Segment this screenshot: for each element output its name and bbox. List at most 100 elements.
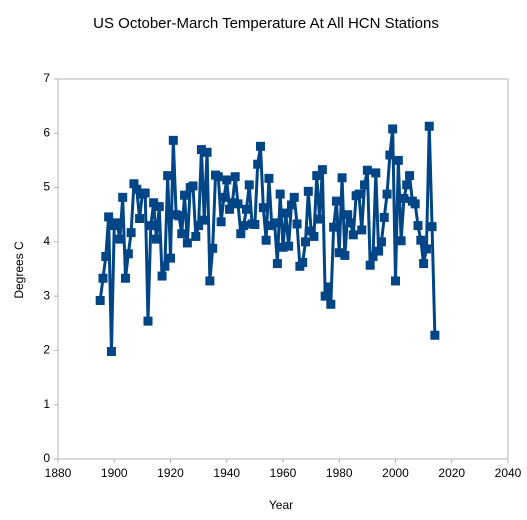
x-tick-label: 1940 xyxy=(213,466,240,480)
marker xyxy=(143,316,153,326)
marker xyxy=(323,282,333,292)
marker xyxy=(123,249,133,259)
marker xyxy=(160,261,170,271)
marker xyxy=(180,190,190,200)
marker xyxy=(177,229,187,239)
y-tick-label: 6 xyxy=(43,125,50,139)
marker xyxy=(199,215,209,225)
marker xyxy=(196,145,206,155)
marker xyxy=(382,189,392,199)
marker xyxy=(388,124,398,134)
marker xyxy=(272,259,282,269)
marker xyxy=(289,192,299,202)
marker xyxy=(312,171,322,181)
marker xyxy=(126,228,136,238)
marker xyxy=(410,199,420,209)
y-tick-label: 4 xyxy=(43,234,50,248)
marker xyxy=(106,347,116,357)
marker xyxy=(298,257,308,267)
x-tick-label: 1880 xyxy=(45,466,72,480)
marker xyxy=(326,299,336,309)
marker xyxy=(244,180,254,190)
marker xyxy=(278,242,288,252)
marker xyxy=(166,253,175,263)
marker xyxy=(331,196,341,206)
y-tick-label: 0 xyxy=(43,451,50,465)
marker xyxy=(168,135,178,145)
marker xyxy=(334,248,344,258)
marker xyxy=(424,121,434,131)
marker xyxy=(182,238,192,248)
marker xyxy=(95,295,105,305)
marker xyxy=(393,155,403,165)
marker xyxy=(374,246,384,256)
marker xyxy=(371,168,381,178)
y-tick-label: 3 xyxy=(43,288,50,302)
marker xyxy=(379,212,389,222)
marker xyxy=(399,193,409,203)
marker xyxy=(270,218,280,228)
marker xyxy=(309,231,319,241)
marker xyxy=(174,211,184,221)
y-tick-label: 1 xyxy=(43,397,50,411)
marker xyxy=(261,235,271,245)
marker xyxy=(188,181,198,191)
marker xyxy=(219,192,229,202)
marker xyxy=(320,291,330,301)
marker xyxy=(225,204,235,214)
y-axis-label: Degrees C xyxy=(12,241,26,299)
marker xyxy=(329,222,339,232)
marker xyxy=(132,184,142,194)
marker xyxy=(421,244,431,254)
marker xyxy=(402,180,412,190)
marker xyxy=(208,243,218,253)
marker xyxy=(337,173,347,183)
marker xyxy=(202,147,212,157)
marker xyxy=(354,189,364,199)
marker xyxy=(146,221,156,231)
x-tick-label: 1920 xyxy=(157,466,184,480)
marker xyxy=(348,230,358,240)
marker xyxy=(396,236,406,246)
marker xyxy=(391,276,400,286)
marker xyxy=(360,180,370,190)
marker xyxy=(157,271,167,281)
marker xyxy=(213,172,223,182)
marker xyxy=(346,218,355,228)
marker xyxy=(112,218,122,228)
marker xyxy=(256,141,265,151)
marker xyxy=(149,198,159,208)
marker xyxy=(236,229,246,239)
marker xyxy=(357,225,367,235)
marker xyxy=(98,273,108,283)
x-tick-label: 2020 xyxy=(438,466,465,480)
marker xyxy=(140,188,150,198)
marker xyxy=(343,210,353,220)
marker xyxy=(191,231,201,241)
marker xyxy=(216,217,226,227)
marker xyxy=(362,165,372,175)
marker xyxy=(258,203,268,213)
y-tick-label: 7 xyxy=(43,71,50,85)
marker xyxy=(416,235,426,245)
marker xyxy=(118,192,128,202)
marker xyxy=(151,234,161,244)
marker xyxy=(230,172,240,182)
marker xyxy=(250,219,260,229)
marker xyxy=(301,237,310,247)
marker xyxy=(303,186,313,196)
marker xyxy=(205,276,215,286)
x-tick-label: 1980 xyxy=(326,466,353,480)
marker xyxy=(340,250,350,260)
marker xyxy=(239,221,249,231)
marker xyxy=(163,171,173,181)
marker xyxy=(135,214,145,224)
marker xyxy=(264,173,274,183)
x-tick-label: 1960 xyxy=(270,466,297,480)
marker xyxy=(306,226,316,236)
marker xyxy=(233,199,243,209)
marker xyxy=(286,200,296,210)
marker xyxy=(419,259,429,269)
marker xyxy=(315,214,325,224)
